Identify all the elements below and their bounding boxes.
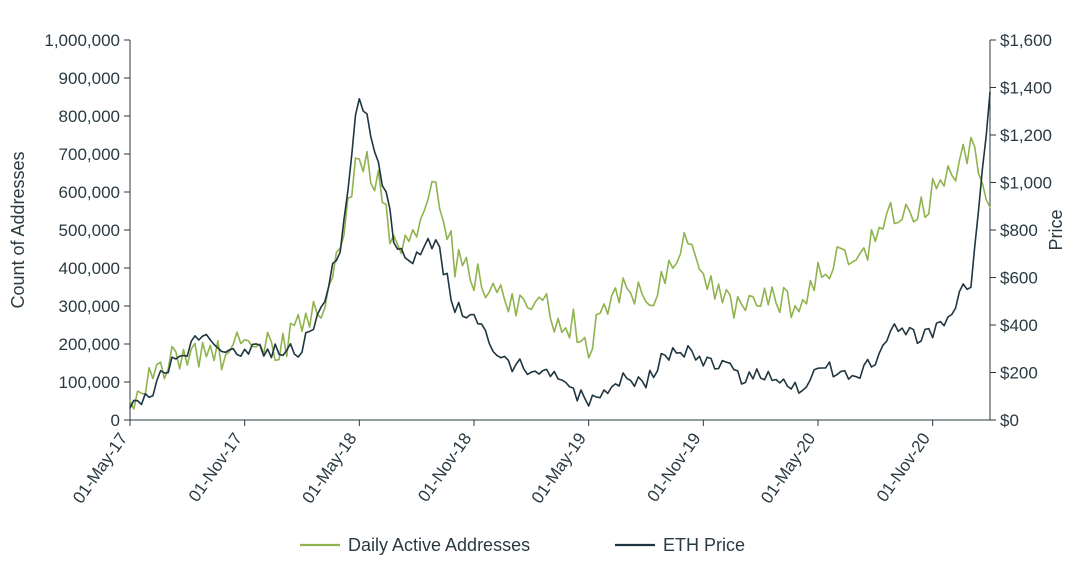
y-right-tick-label: $600 [1000,269,1038,288]
y-right-tick-label: $1,000 [1000,174,1052,193]
chart-container: 0 100,000 200,000 300,000 400,000 500,000 600,… [0,0,1080,574]
y-left-tick-label: 600,000 [59,183,120,202]
series-daily_active_addresses [130,138,990,410]
y-right-tick-label: $400 [1000,316,1038,335]
x-tick-label: 01-May-19 [528,429,590,506]
dual-axis-line-chart: 0 100,000 200,000 300,000 400,000 500,000 600,… [0,0,1080,574]
series-eth_price [130,92,990,408]
y-right-title: Price [1046,209,1066,250]
y-left-tick-label: 1,000,000 [44,31,120,50]
y-right-tick-label: $200 [1000,364,1038,383]
x-tick-label: 01-May-18 [298,429,360,506]
y-left-tick-label: 100,000 [59,373,120,392]
x-tick-label: 01-Nov-17 [185,429,246,505]
y-right-tick-label: $0 [1000,411,1019,430]
x-tick-label: 01-May-17 [69,429,131,506]
y-left-tick-label: 800,000 [59,107,120,126]
y-left-tick-label: 900,000 [59,69,120,88]
y-right-tick-label: $800 [1000,221,1038,240]
y-right-tick-label: $1,200 [1000,126,1052,145]
y-left-tick-label: 0 [111,411,120,430]
y-right-tick-label: $1,600 [1000,31,1052,50]
x-tick-label: 01-Nov-20 [873,429,934,505]
y-left-tick-label: 500,000 [59,221,120,240]
y-left-tick-label: 700,000 [59,145,120,164]
x-tick-label: 01-Nov-19 [644,429,705,505]
legend-label-daily_active_addresses: Daily Active Addresses [348,535,530,555]
y-left-tick-label: 300,000 [59,297,120,316]
y-right-tick-label: $1,400 [1000,79,1052,98]
y-left-tick-label: 400,000 [59,259,120,278]
y-left-title: Count of Addresses [8,151,28,308]
x-tick-label: 01-Nov-18 [414,429,475,505]
y-left-tick-label: 200,000 [59,335,120,354]
x-tick-label: 01-May-20 [757,429,819,506]
legend-label-eth_price: ETH Price [663,535,745,555]
